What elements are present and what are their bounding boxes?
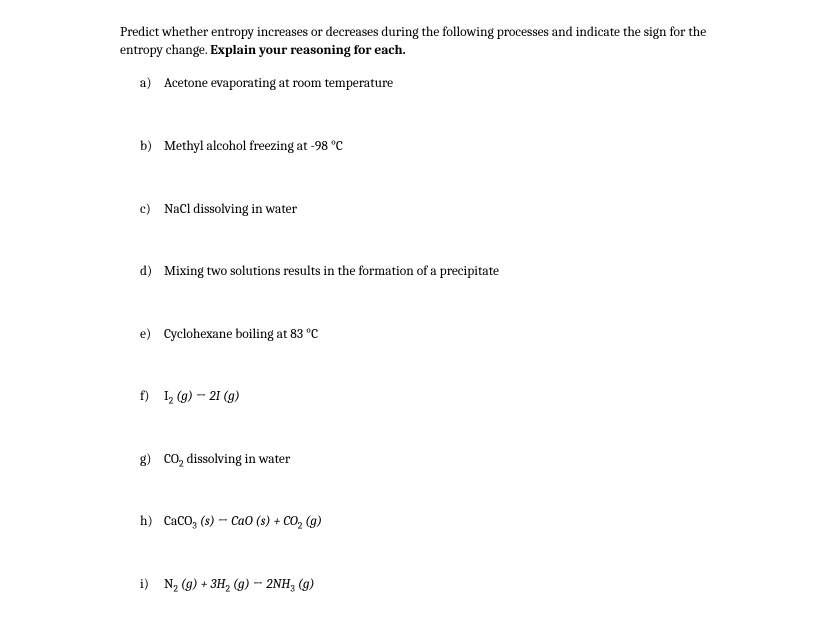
i-p3: (g) xyxy=(230,577,253,592)
question-h: h) CaCO3 (s) → CaO (s) + CO2 (g) xyxy=(140,502,748,565)
prompt-line2-bold: Explain your reasoning for each. xyxy=(210,43,406,58)
i-arrow: → xyxy=(253,577,264,592)
label-h: h) xyxy=(140,513,164,531)
label-b: b) xyxy=(140,138,164,156)
label-c: c) xyxy=(140,201,164,219)
label-f: f) xyxy=(140,388,164,406)
text-h: CaCO3 (s) → CaO (s) + CO2 (g) xyxy=(164,513,748,531)
text-c: NaCl dissolving in water xyxy=(164,201,748,219)
label-e: e) xyxy=(140,326,164,344)
i-p2: (g) + 3H xyxy=(178,577,226,592)
text-e: Cyclohexane boiling at 83 °C xyxy=(164,326,748,344)
question-d: d) Mixing two solutions results in the f… xyxy=(140,252,748,315)
prompt-line1: Predict whether entropy increases or dec… xyxy=(120,25,641,40)
f-arrow: → xyxy=(196,389,207,404)
h-arrow: → xyxy=(218,514,229,529)
question-a: a) Acetone evaporating at room temperatu… xyxy=(140,64,748,127)
f-p3: 2I (g) xyxy=(206,389,239,404)
question-f: f) I2 (g) → 2I (g) xyxy=(140,377,748,440)
h-p3: CaO (s) + CO xyxy=(228,514,297,529)
question-g: g) CO2 dissolving in water xyxy=(140,440,748,503)
h-p2: (s) xyxy=(197,514,218,529)
question-list: a) Acetone evaporating at room temperatu… xyxy=(40,64,788,593)
worksheet-page: Predict whether entropy increases or dec… xyxy=(40,24,788,593)
question-c: c) NaCl dissolving in water xyxy=(140,190,748,253)
i-p5: (g) xyxy=(295,577,315,592)
label-g: g) xyxy=(140,451,164,469)
f-p2: (g) xyxy=(173,389,196,404)
label-i: i) xyxy=(140,576,164,594)
g-p1: CO xyxy=(164,452,179,467)
h-p4: (g) xyxy=(302,514,322,529)
question-e: e) Cyclohexane boiling at 83 °C xyxy=(140,315,748,378)
label-a: a) xyxy=(140,75,164,93)
i-p1: N xyxy=(164,577,173,592)
text-d: Mixing two solutions results in the form… xyxy=(164,263,748,281)
text-b: Methyl alcohol freezing at -98 °C xyxy=(164,138,748,156)
label-d: d) xyxy=(140,263,164,281)
question-i: i) N2 (g) + 3H2 (g) → 2NH3 (g) xyxy=(140,565,748,594)
prompt-text: Predict whether entropy increases or dec… xyxy=(40,24,788,60)
text-g: CO2 dissolving in water xyxy=(164,451,748,469)
i-p4: 2NH xyxy=(263,577,290,592)
text-i: N2 (g) + 3H2 (g) → 2NH3 (g) xyxy=(164,576,748,594)
h-p1: CaCO xyxy=(164,514,192,529)
g-p2: dissolving in water xyxy=(184,452,291,467)
text-f: I2 (g) → 2I (g) xyxy=(164,388,748,406)
question-b: b) Methyl alcohol freezing at -98 °C xyxy=(140,127,748,190)
text-a: Acetone evaporating at room temperature xyxy=(164,75,748,93)
